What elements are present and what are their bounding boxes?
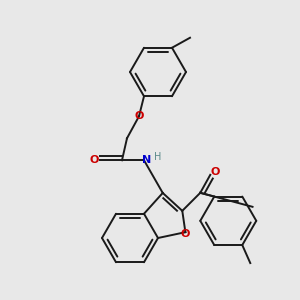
Text: O: O (89, 155, 99, 165)
Text: H: H (154, 152, 162, 162)
Text: O: O (134, 111, 144, 121)
Text: N: N (142, 155, 152, 165)
Text: O: O (211, 167, 220, 177)
Text: O: O (181, 229, 190, 239)
